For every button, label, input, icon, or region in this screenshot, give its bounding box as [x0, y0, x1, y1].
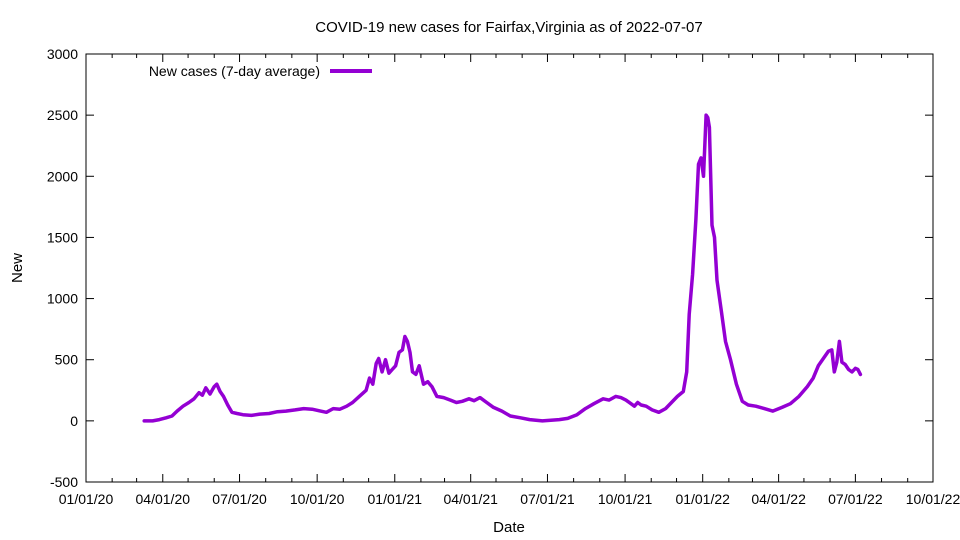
- x-axis-title: Date: [493, 519, 525, 536]
- series-layer: [142, 113, 863, 423]
- y-tick-label: 1500: [47, 229, 78, 245]
- y-axis-title: New: [9, 253, 26, 283]
- x-tick-label: 01/01/21: [368, 491, 423, 507]
- y-tick-label: 1000: [47, 291, 78, 307]
- x-tick-label: 07/01/20: [212, 491, 267, 507]
- x-tick-label: 10/01/20: [290, 491, 345, 507]
- y-tick-label: 0: [70, 413, 78, 429]
- x-tick-label: 10/01/21: [598, 491, 653, 507]
- x-tick-label: 04/01/21: [443, 491, 498, 507]
- x-tick-label: 01/01/20: [59, 491, 114, 507]
- x-axis-ticks: 01/01/20 04/01/20 07/01/20 10/01/20 01/01/21…: [59, 54, 960, 507]
- y-tick-label: 2000: [47, 168, 78, 184]
- x-tick-label: 10/01/22: [906, 491, 960, 507]
- x-tick-label: 07/01/22: [828, 491, 883, 507]
- y-axis-ticks: -500 0 500 1000 1500 2000 2500 3000: [47, 46, 933, 490]
- x-tick-label: 01/01/22: [675, 491, 730, 507]
- plot-frame: [85, 53, 934, 483]
- x-tick-label: 04/01/22: [751, 491, 806, 507]
- series-line: [142, 113, 863, 423]
- chart-title: COVID-19 new cases for Fairfax,Virginia …: [315, 19, 702, 36]
- x-tick-label: 07/01/21: [520, 491, 575, 507]
- x-tick-label: 04/01/20: [136, 491, 191, 507]
- y-tick-label: 500: [55, 352, 79, 368]
- legend: New cases (7-day average): [149, 63, 372, 79]
- legend-label: New cases (7-day average): [149, 63, 320, 79]
- y-tick-label: -500: [50, 474, 78, 490]
- y-tick-label: 3000: [47, 46, 78, 62]
- y-tick-label: 2500: [47, 107, 78, 123]
